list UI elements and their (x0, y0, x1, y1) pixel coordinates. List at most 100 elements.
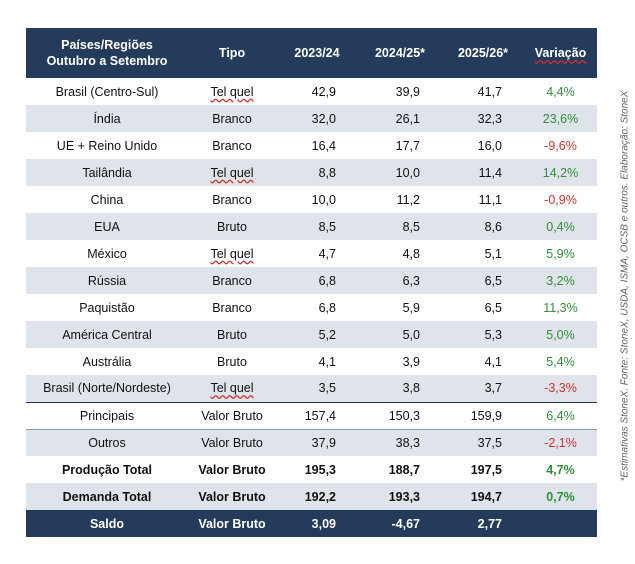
cell-2024-25: 8,5 (402, 219, 420, 234)
header-variation: Variação (524, 28, 597, 78)
cell-2025-26: 8,6 (484, 219, 502, 234)
cell-2025-26: 16,0 (477, 138, 502, 153)
cell-2023-24: 10,0 (311, 192, 336, 207)
summary-row: Outros Valor Bruto 37,9 38,3 37,5 -2,1% (26, 428, 597, 456)
cell-variation: 3,2% (546, 273, 575, 288)
cell-2025-26: 4,1 (484, 354, 502, 369)
table-header-row: Países/Regiões Outubro a Setembro Tipo 2… (26, 28, 597, 78)
sugar-balance-table: Países/Regiões Outubro a Setembro Tipo 2… (26, 28, 597, 537)
type-label: Tel quel (210, 165, 254, 180)
table-row: Rússia Branco 6,8 6,3 6,5 3,2% (26, 267, 597, 294)
cell-2025-26: 41,7 (477, 84, 502, 99)
cell-2025-26: 5,1 (484, 246, 502, 261)
cell-2025-26: 197,5 (470, 462, 502, 477)
saldo-row: Saldo Valor Bruto 3,09 -4,67 2,77 (26, 510, 597, 537)
cell-2024-25: 6,3 (402, 273, 420, 288)
cell-region: Outros (26, 428, 188, 456)
cell-2025-26: 194,7 (470, 489, 502, 504)
cell-region: China (90, 192, 124, 207)
cell-region: Austrália (82, 354, 132, 369)
cell-variation: 5,9% (546, 246, 575, 261)
header-region-line1: Países/Regiões (61, 38, 153, 52)
cell-2024-25: 5,0 (402, 327, 420, 342)
cell-type: Branco (212, 111, 252, 126)
cell-2023-24: 37,9 (276, 428, 358, 456)
cell-2025-26: 6,5 (484, 300, 502, 315)
cell-variation: 0,7% (546, 489, 575, 504)
header-2023-24: 2023/24 (294, 46, 340, 60)
cell-variation: 11,3% (543, 300, 578, 315)
type-label: Tel quel (210, 381, 254, 396)
cell-2024-25: 26,1 (395, 111, 420, 126)
cell-type: Bruto (217, 219, 247, 234)
cell-type: Branco (212, 273, 252, 288)
cell-region: Paquistão (79, 300, 135, 315)
cell-region: México (87, 246, 127, 261)
cell-type: Branco (212, 300, 252, 315)
header-region: Países/Regiões Outubro a Setembro (26, 28, 188, 78)
cell-2023-24: 5,2 (318, 327, 336, 342)
cell-region: EUA (94, 219, 120, 234)
cell-variation: 23,6% (542, 111, 579, 126)
table-row: Brasil (Norte/Nordeste) Tel quel 3,5 3,8 3,7… (26, 375, 597, 402)
cell-type: Tel quel (188, 375, 276, 402)
cell-type: Valor Bruto (188, 401, 276, 429)
header-type: Tipo (218, 46, 246, 60)
cell-2025-26: 6,5 (484, 273, 502, 288)
cell-variation: -3,3% (544, 381, 577, 396)
cell-2024-25: 3,9 (402, 354, 420, 369)
table-row: América Central Bruto 5,2 5,0 5,3 5,0% (26, 321, 597, 348)
cell-2023-24: 32,0 (311, 111, 336, 126)
header-2025-26: 2025/26* (457, 46, 509, 60)
table-row: Tailândia Tel quel 8,8 10,0 11,4 14,2% (26, 159, 597, 186)
cell-region: UE + Reino Unido (56, 138, 158, 153)
cell-variation: -2,1% (524, 428, 597, 456)
table-row: Austrália Bruto 4,1 3,9 4,1 5,4% (26, 348, 597, 375)
cell-2025-26: 11,1 (478, 192, 502, 207)
summary-row: Produção Total Valor Bruto 195,3 188,7 197,5… (26, 456, 597, 483)
cell-variation: 4,4% (546, 84, 575, 99)
cell-2023-24: 16,4 (311, 138, 336, 153)
cell-region: Principais (26, 401, 188, 429)
cell-region: Demanda Total (62, 489, 152, 504)
cell-variation: 0,4% (546, 219, 575, 234)
cell-type: Tel quel (188, 159, 276, 186)
cell-2024-25: -4,67 (391, 516, 421, 531)
cell-2025-26: 2,77 (477, 516, 502, 531)
cell-variation: 14,2% (542, 165, 579, 180)
cell-type: Bruto (217, 354, 247, 369)
table-row: Brasil (Centro-Sul) Tel quel 42,9 39,9 41,7 4… (26, 78, 597, 105)
cell-type: Bruto (217, 327, 247, 342)
cell-2024-25: 11,2 (396, 192, 420, 207)
table-row: México Tel quel 4,7 4,8 5,1 5,9% (26, 240, 597, 267)
cell-2023-24: 4,1 (318, 354, 336, 369)
type-label: Tel quel (210, 246, 254, 261)
cell-variation: 4,7% (546, 462, 575, 477)
summary-row: Principais Valor Bruto 157,4 150,3 159,9 6,4% (26, 401, 597, 429)
header-region-line2: Outubro a Setembro (46, 54, 168, 68)
cell-region: Brasil (Norte/Nordeste) (43, 381, 171, 396)
cell-2023-24: 4,7 (318, 246, 336, 261)
cell-2023-24: 6,8 (318, 300, 336, 315)
cell-region: Rússia (87, 273, 127, 288)
table-body: Brasil (Centro-Sul) Tel quel 42,9 39,9 41,7 4… (26, 78, 597, 537)
table-row: UE + Reino Unido Branco 16,4 17,7 16,0 -9,6% (26, 132, 597, 159)
cell-2025-26: 11,4 (478, 165, 502, 180)
cell-2024-25: 3,8 (402, 381, 420, 396)
cell-2024-25: 193,3 (388, 489, 420, 504)
header-2024-25: 2024/25* (374, 46, 426, 60)
cell-2025-26: 5,3 (484, 327, 502, 342)
cell-variation: 5,0% (546, 327, 575, 342)
table-row: Paquistão Branco 6,8 5,9 6,5 11,3% (26, 294, 597, 321)
cell-2025-26: 159,9 (442, 401, 524, 429)
source-note: *Estimativas StoneX. Fonte: StoneX, USDA… (619, 90, 631, 482)
cell-type: Tel quel (188, 78, 276, 105)
type-label: Tel quel (210, 84, 254, 99)
table-row: EUA Bruto 8,5 8,5 8,6 0,4% (26, 213, 597, 240)
cell-type: Valor Bruto (198, 489, 266, 504)
cell-region: Saldo (89, 516, 125, 531)
cell-2024-25: 5,9 (402, 300, 420, 315)
cell-2024-25: 17,7 (395, 138, 420, 153)
cell-2025-26: 3,7 (484, 381, 502, 396)
